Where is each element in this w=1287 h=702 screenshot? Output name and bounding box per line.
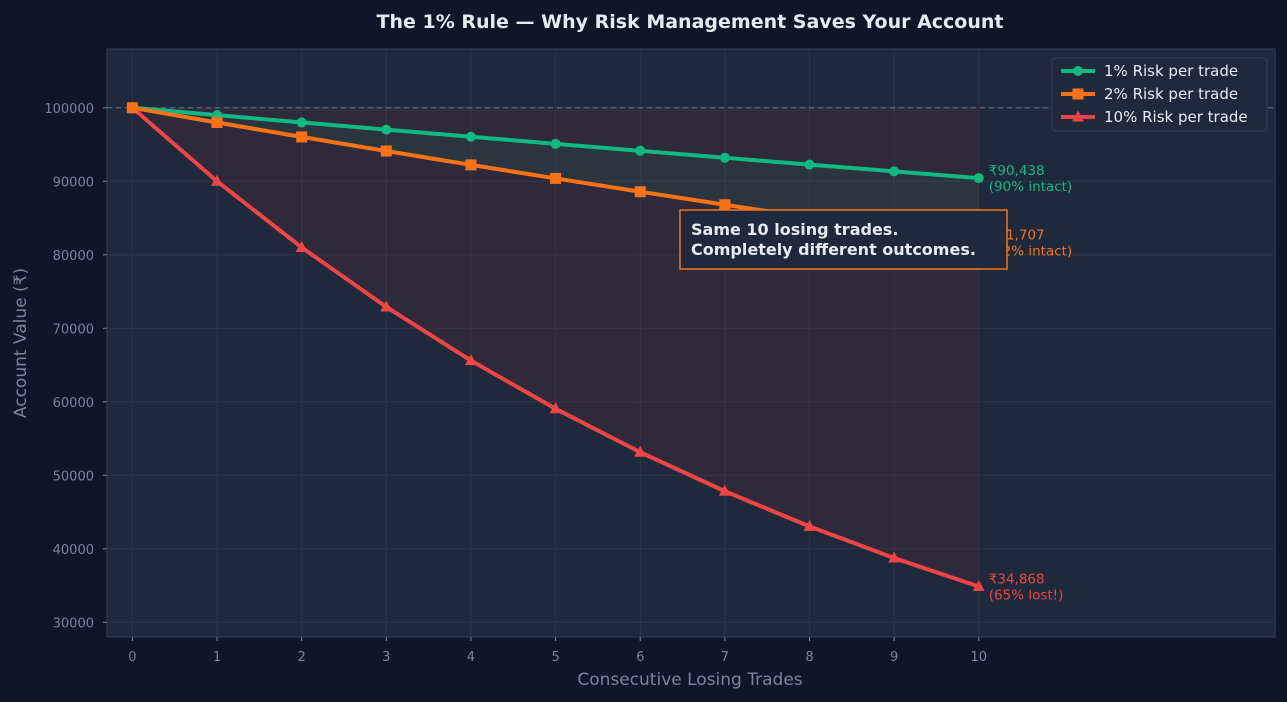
data-point — [635, 145, 646, 156]
y-tick-label: 90000 — [53, 175, 94, 190]
legend-label: 2% Risk per trade — [1104, 85, 1238, 103]
end-label-value: ₹90,438 — [989, 163, 1045, 179]
end-label-note: (65% lost!) — [989, 588, 1064, 604]
data-point — [295, 240, 308, 252]
x-tick-label: 2 — [298, 650, 306, 665]
legend-swatch-marker — [1072, 88, 1084, 100]
x-tick-label: 1 — [213, 650, 221, 665]
data-point — [296, 131, 308, 143]
legend-box — [1051, 57, 1268, 132]
data-point — [380, 145, 392, 157]
legend-swatch-marker — [1072, 110, 1084, 122]
y-tick-label: 30000 — [53, 616, 94, 631]
series-3 — [126, 101, 985, 592]
legend-item: 2% Risk per trade — [1061, 85, 1238, 103]
legend-label: 10% Risk per trade — [1104, 108, 1248, 126]
legend-label: 1% Risk per trade — [1104, 62, 1238, 80]
y-tick-label: 60000 — [53, 396, 94, 411]
data-point — [634, 445, 647, 457]
y-tick-label: 40000 — [53, 543, 94, 558]
data-point — [634, 186, 646, 198]
x-tick-label: 8 — [805, 650, 813, 665]
data-point — [718, 484, 731, 496]
data-point — [126, 102, 138, 114]
legend-item: 10% Risk per trade — [1061, 108, 1248, 126]
data-point — [972, 580, 985, 592]
x-tick-label: 7 — [721, 650, 729, 665]
end-labels: ₹90,438(90% intact)₹81,707(82% intact)₹3… — [989, 163, 1072, 603]
data-point — [550, 138, 561, 149]
data-point — [804, 159, 815, 170]
x-tick-label: 0 — [128, 650, 136, 665]
legend-item: 1% Risk per trade — [1061, 62, 1238, 80]
x-tick-label: 9 — [890, 650, 898, 665]
x-tick-label: 6 — [636, 650, 644, 665]
end-label-note: (90% intact) — [989, 179, 1072, 195]
data-point — [888, 551, 901, 563]
data-point — [889, 166, 900, 177]
x-tick-label: 5 — [551, 650, 559, 665]
annotation-line-2: Completely different outcomes. — [691, 240, 976, 259]
x-tick-label: 4 — [467, 650, 475, 665]
end-label-note: (82% intact) — [989, 243, 1072, 259]
annotation-border — [679, 209, 1008, 270]
data-point — [211, 117, 223, 128]
y-tick-label: 70000 — [53, 322, 94, 337]
annotation-box: Same 10 losing trades. Completely differ… — [679, 209, 1008, 270]
axis-ticks: 30000 40000 50000 60000 70000 80000 90000 10000… — [44, 102, 987, 665]
y-tick-label: 100000 — [44, 102, 94, 117]
data-point — [803, 519, 816, 531]
data-point — [465, 159, 477, 171]
data-point — [381, 124, 392, 135]
x-tick-label: 3 — [382, 650, 390, 665]
legend-swatch-marker — [1073, 66, 1083, 76]
legend: 1% Risk per trade 2% Risk per trade 10% Ri… — [1051, 57, 1268, 132]
series-1 — [127, 102, 984, 184]
data-point — [973, 173, 984, 184]
data-point — [211, 174, 224, 186]
data-point — [296, 117, 307, 128]
y-tick-label: 80000 — [53, 249, 94, 264]
data-point — [719, 199, 731, 211]
end-label-value: ₹34,868 — [989, 572, 1045, 588]
annotation-line-1: Same 10 losing trades. — [691, 220, 898, 239]
data-point — [719, 152, 730, 163]
chart-title: The 1% Rule — Why Risk Management Saves … — [377, 11, 1004, 33]
data-point — [464, 354, 477, 366]
y-tick-label: 50000 — [53, 469, 94, 484]
data-point — [465, 131, 476, 142]
x-tick-label: 10 — [970, 650, 987, 665]
x-axis-label: Consecutive Losing Trades — [577, 670, 802, 690]
y-axis-label: Account Value (₹) — [11, 268, 31, 418]
data-point — [549, 402, 562, 414]
data-point — [550, 172, 562, 184]
data-point — [380, 300, 393, 312]
